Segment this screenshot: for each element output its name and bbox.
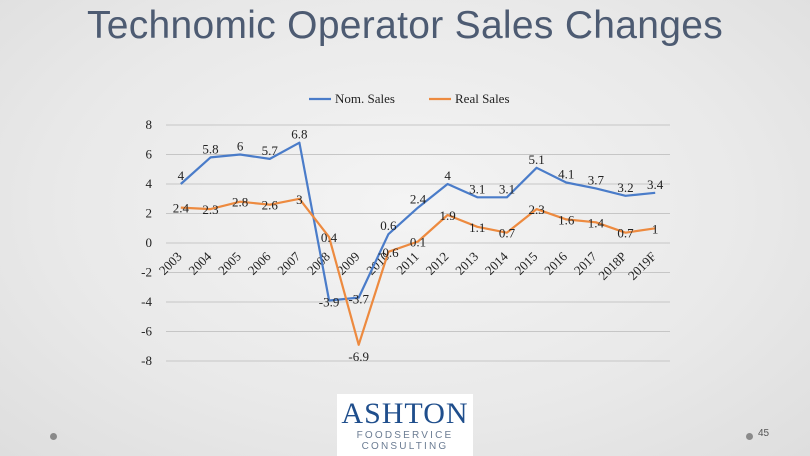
x-tick-label: 2005 — [215, 249, 244, 278]
x-tick-label: 2007 — [274, 248, 303, 277]
nominal-data-label: 5.7 — [262, 143, 279, 158]
y-axis-ticks: 8 6 4 2 0 -2 -4 -6 -8 — [141, 117, 152, 368]
real-data-label: 0.7 — [617, 226, 634, 241]
x-tick-label: 2015 — [511, 249, 540, 278]
nominal-data-label: 4 — [178, 168, 185, 183]
real-data-label: -0.6 — [378, 245, 399, 260]
legend-label-real: Real Sales — [455, 91, 510, 106]
logo-tagline-2: CONSULTING — [337, 441, 473, 452]
x-tick-label: 2013 — [452, 249, 481, 278]
real-data-label: -6.9 — [348, 349, 369, 364]
x-tick-label: 2016 — [541, 248, 570, 277]
real-data-label: 2.4 — [173, 201, 190, 216]
nominal-data-label: 5.1 — [528, 152, 544, 167]
y-tick-label: 2 — [146, 206, 153, 221]
real-data-label: 1.1 — [469, 220, 485, 235]
nominal-data-label: 3.1 — [499, 181, 515, 196]
nominal-data-label: 3.1 — [469, 181, 485, 196]
y-tick-label: -4 — [141, 294, 152, 309]
x-tick-label: 2012 — [423, 249, 452, 278]
y-tick-label: -8 — [141, 353, 152, 368]
real-data-label: 0.7 — [499, 226, 516, 241]
real-data-label: 1 — [652, 221, 659, 236]
x-tick-label: 2008 — [304, 249, 333, 278]
real-data-label: 2.3 — [528, 202, 544, 217]
slide-bullet-dot-right — [746, 433, 753, 440]
chart-legend: Nom. Sales Real Sales — [309, 91, 510, 106]
logo-tagline-1: FOODSERVICE — [337, 430, 473, 441]
nominal-data-label: 2.4 — [410, 192, 427, 207]
y-tick-label: 0 — [146, 235, 153, 250]
x-axis-ticks: 2003 2004 2005 2006 2007 2008 2009 2010 2011 2012… — [156, 248, 659, 282]
real-data-label: 1.6 — [558, 212, 575, 227]
y-tick-label: -6 — [141, 324, 152, 339]
legend-label-nominal: Nom. Sales — [335, 91, 395, 106]
y-tick-label: -2 — [141, 265, 152, 280]
y-tick-label: 8 — [146, 117, 153, 132]
x-tick-label: 2004 — [185, 248, 214, 277]
nominal-data-label: 3.7 — [588, 172, 605, 187]
nominal-data-label: 5.8 — [202, 141, 218, 156]
real-data-label: 2.6 — [262, 198, 279, 213]
x-tick-label: 2018P — [595, 249, 629, 283]
real-data-label: 1.4 — [588, 215, 605, 230]
real-data-label: 0.1 — [410, 235, 426, 250]
nominal-data-label: 6 — [237, 139, 244, 154]
nominal-data-label: 3.4 — [647, 177, 664, 192]
nominal-data-label: 6.8 — [291, 127, 307, 142]
y-tick-label: 6 — [146, 147, 153, 162]
nominal-data-label: 4.1 — [558, 167, 574, 182]
real-data-label: 2.8 — [232, 195, 248, 210]
ashton-logo: ASHTON FOODSERVICE CONSULTING — [337, 394, 473, 456]
data-labels: 4 5.8 6 5.7 6.8 -3.9 -3.7 0.6 2.4 4 3.1 3.1 5.1 4.1 3.… — [173, 127, 664, 364]
nominal-data-label: -3.9 — [319, 295, 340, 310]
nominal-data-label: 3.2 — [617, 180, 633, 195]
y-tick-label: 4 — [146, 176, 153, 191]
page-number: 45 — [758, 428, 769, 439]
slide-bullet-dot-left — [50, 433, 57, 440]
x-tick-label: 2014 — [482, 248, 511, 277]
x-tick-label: 2019F — [625, 249, 659, 283]
logo-wordmark: ASHTON — [337, 398, 473, 430]
nominal-data-label: 0.6 — [380, 218, 397, 233]
real-data-label: 2.3 — [202, 202, 218, 217]
real-data-label: 3 — [296, 192, 303, 207]
x-tick-label: 2006 — [245, 248, 274, 277]
x-tick-label: 2003 — [156, 249, 185, 278]
real-data-label: 0.4 — [321, 230, 338, 245]
nominal-data-label: -3.7 — [348, 292, 369, 307]
real-data-label: 1.9 — [440, 208, 456, 223]
nominal-data-label: 4 — [444, 168, 451, 183]
